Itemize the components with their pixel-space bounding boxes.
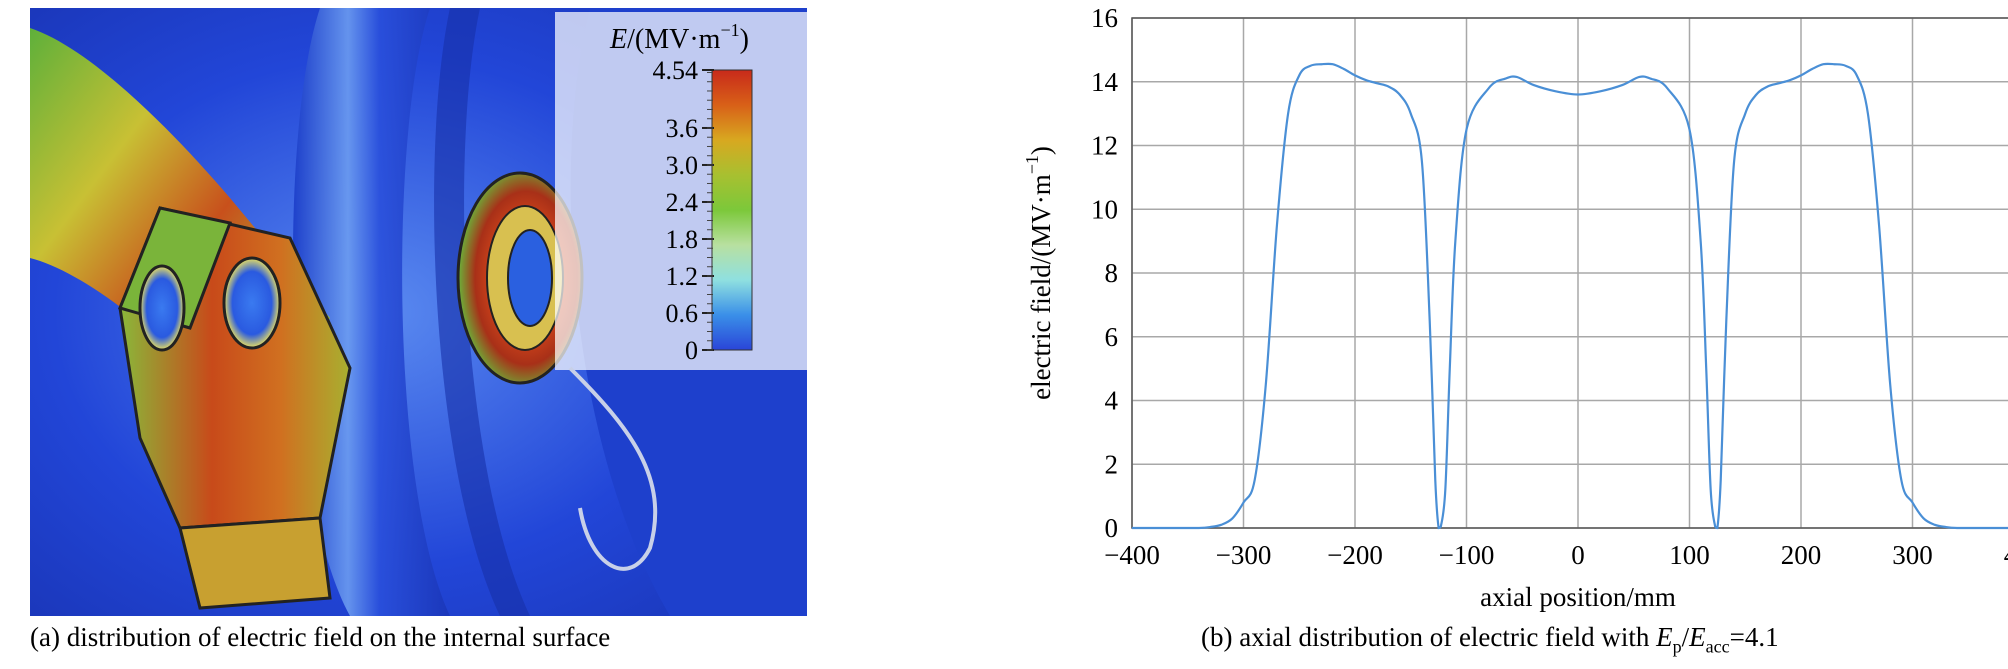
- x-tick-label: −400: [1104, 540, 1160, 570]
- y-tick-label: 16: [1091, 3, 1118, 33]
- coupler-tube-bottom: [178, 516, 332, 610]
- series-line-electric-field: [1132, 62, 2008, 530]
- coupler-hole-left: [138, 264, 186, 352]
- chart-grid: [1131, 17, 2008, 529]
- caption-a: (a) distribution of electric field on th…: [30, 622, 611, 652]
- x-tick-label: −300: [1216, 540, 1272, 570]
- colorbar-ticks: [702, 69, 714, 351]
- y-tick-label: 14: [1091, 67, 1119, 97]
- surface-field-svg: 4.54 3.6 3.0 2.4 1.8 1.2 0.6 0 E/(MV·m−1): [30, 8, 807, 616]
- y-tick-label: 2: [1105, 449, 1119, 479]
- x-tick-label: −200: [1327, 540, 1383, 570]
- colorbar-labels: 4.54 3.6 3.0 2.4 1.8 1.2 0.6 0: [653, 56, 699, 365]
- cavity-shadow: [434, 8, 530, 616]
- x-tick-label: 300: [1892, 540, 1933, 570]
- coupler-hole-right: [222, 256, 282, 350]
- colorbar-tick-label: 3.6: [666, 114, 699, 143]
- caption-b: (b) axial distribution of electric field…: [1201, 622, 1779, 657]
- legend-box: [555, 12, 807, 370]
- x-tick-label: −100: [1439, 540, 1495, 570]
- x-tick-labels: −400 −300 −200 −100 0 100 200 300 400: [1104, 540, 2008, 570]
- axial-field-chart: −400 −300 −200 −100 0 100 200 300 400 0 2 4 6 8 10 12 1…: [1000, 0, 2008, 664]
- plot-frame: [1131, 17, 2008, 529]
- x-tick-label: 400: [2004, 540, 2008, 570]
- y-axis-label: electric field/(MV·m−1): [1022, 146, 1056, 400]
- y-tick-label: 0: [1105, 513, 1119, 543]
- port-hole: [507, 229, 553, 327]
- surface-field-image: 4.54 3.6 3.0 2.4 1.8 1.2 0.6 0 E/(MV·m−1): [30, 8, 807, 616]
- colorbar-tick-label: 0: [685, 336, 698, 365]
- x-axis-label: axial position/mm: [1480, 582, 1676, 612]
- y-tick-label: 6: [1105, 322, 1119, 352]
- y-tick-labels: 0 2 4 6 8 10 12 14 16: [1091, 3, 1119, 543]
- y-tick-label: 8: [1105, 258, 1119, 288]
- colorbar-tick-label: 1.8: [666, 225, 699, 254]
- colorbar-tick-label: 0.6: [666, 299, 699, 328]
- colorbar-tick-label: 2.4: [666, 188, 699, 217]
- legend-shadow-curve: [568, 366, 658, 571]
- colorbar-tick-label: 1.2: [666, 262, 699, 291]
- y-tick-label: 10: [1091, 194, 1118, 224]
- axial-field-svg: −400 −300 −200 −100 0 100 200 300 400 0 2 4 6 8 10 12 1…: [1022, 3, 2008, 612]
- x-tick-label: 200: [1781, 540, 1822, 570]
- x-tick-label: 0: [1571, 540, 1585, 570]
- colorbar-tick-label: 3.0: [666, 151, 699, 180]
- colorbar-tick-label: 4.54: [653, 56, 699, 85]
- x-tick-label: 100: [1669, 540, 1710, 570]
- y-tick-label: 4: [1105, 386, 1119, 416]
- y-tick-label: 12: [1091, 131, 1118, 161]
- colorbar-title: E/(MV·m−1): [609, 20, 749, 55]
- colorbar: [711, 69, 753, 351]
